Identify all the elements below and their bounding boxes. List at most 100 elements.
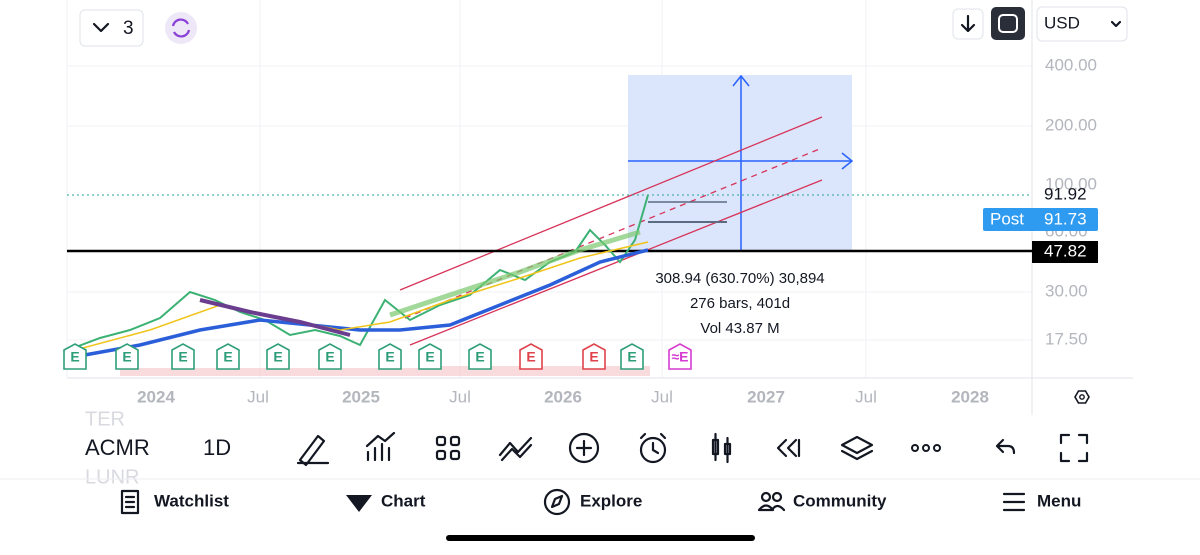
dropdown-icon xyxy=(1110,20,1122,28)
layout-tool[interactable] xyxy=(435,435,461,461)
fullscreen-tool[interactable] xyxy=(1059,433,1089,463)
earnings-badge xyxy=(620,343,644,370)
time-label: Jul xyxy=(651,387,673,406)
measure-arrow-head xyxy=(841,152,854,170)
moving-average xyxy=(67,241,649,353)
home-indicator xyxy=(446,535,755,541)
currency-select[interactable] xyxy=(1036,6,1128,42)
measure-line: 276 bars, 401d xyxy=(690,295,790,312)
earnings-badge xyxy=(519,343,543,370)
price-label: 100.00 xyxy=(1045,174,1097,193)
earnings-badge xyxy=(216,343,240,370)
line-price-badge xyxy=(1032,241,1098,263)
settings-button[interactable] xyxy=(1074,390,1090,404)
earnings-badge xyxy=(378,343,402,370)
measure-arrow-head xyxy=(732,74,750,87)
measure-box xyxy=(628,75,852,250)
time-label: 2026 xyxy=(544,387,582,406)
earnings-badge xyxy=(115,343,139,370)
price-label: 200.00 xyxy=(1045,115,1097,134)
grid xyxy=(66,0,1032,378)
volume xyxy=(120,366,650,376)
undo-tool[interactable] xyxy=(995,438,1016,455)
earnings-label: ≈E xyxy=(671,349,688,365)
price-label: 30.00 xyxy=(1045,281,1088,300)
watch-above: TER xyxy=(85,408,125,430)
nav-item[interactable]: Explore xyxy=(580,491,642,510)
earnings-label: E xyxy=(526,349,535,365)
alert-tool[interactable] xyxy=(639,432,667,464)
time-label: Jul xyxy=(855,387,877,406)
nav-item[interactable]: Menu xyxy=(1037,491,1081,510)
time-label: 2028 xyxy=(951,387,989,406)
drawing-tools xyxy=(296,431,1089,467)
earnings-label: E xyxy=(122,349,131,365)
line-price: 47.82 xyxy=(1044,241,1087,260)
last-price-label: 91.92 xyxy=(1044,184,1087,203)
nav-item[interactable]: Watchlist xyxy=(154,491,229,510)
earnings-label: E xyxy=(178,349,187,365)
add-tool[interactable] xyxy=(568,432,600,464)
chevron-icon xyxy=(92,22,110,33)
time-axis: 2024 Jul 2025 Jul 2026 Jul 2027 Jul 2028 xyxy=(137,387,989,406)
earnings-badge xyxy=(468,343,492,370)
candles-tool[interactable] xyxy=(711,432,732,464)
sync-button[interactable] xyxy=(165,12,197,44)
earnings-label: E xyxy=(589,349,598,365)
earnings-badge xyxy=(63,343,87,370)
down-arrow-icon xyxy=(960,14,976,33)
earnings-label: E xyxy=(273,349,282,365)
community-icon xyxy=(757,491,786,512)
channel xyxy=(399,116,823,346)
fullscreen-button[interactable] xyxy=(991,7,1025,40)
earnings-label: E xyxy=(223,349,232,365)
earnings-badge xyxy=(318,343,342,370)
ribbon xyxy=(389,229,641,318)
earnings-badge xyxy=(668,343,692,370)
nav-item[interactable]: Chart xyxy=(381,491,426,510)
earnings-badge xyxy=(582,343,606,370)
replay-tool[interactable] xyxy=(776,438,801,458)
time-label: Jul xyxy=(247,387,269,406)
explore-icon xyxy=(543,488,571,516)
measure-label: 308.94 (630.70%) 30,894 276 bars, 401d Vol… xyxy=(655,270,824,337)
layout-button[interactable] xyxy=(79,9,144,47)
settings-icon xyxy=(1079,394,1085,400)
interval[interactable]: 1D xyxy=(203,435,231,460)
price-path xyxy=(67,194,649,351)
nav-icons xyxy=(120,488,1026,516)
symbol[interactable]: ACMR xyxy=(85,435,150,460)
earnings-label: E xyxy=(627,349,636,365)
earnings-label: E xyxy=(475,349,484,365)
time-label: 2024 xyxy=(137,387,175,406)
more-tool[interactable] xyxy=(911,444,941,452)
earnings-label: E xyxy=(385,349,394,365)
post-badge xyxy=(983,208,1098,231)
watchlist-icon xyxy=(120,489,140,515)
price-label: 400.00 xyxy=(1045,55,1097,74)
objects-tool[interactable] xyxy=(840,435,874,461)
time-label: Jul xyxy=(449,387,471,406)
nav-item[interactable]: Community xyxy=(793,491,887,510)
brush-tool[interactable] xyxy=(296,434,330,467)
time-label: 2027 xyxy=(747,387,785,406)
earnings-badge xyxy=(266,343,290,370)
measure-line: 308.94 (630.70%) 30,894 xyxy=(655,270,824,287)
indicators-tool[interactable] xyxy=(365,431,396,462)
nav: Watchlist Chart Explore Community Menu xyxy=(154,491,1081,510)
earnings-markers: E E E E E E E E E E E E ≈E xyxy=(63,343,692,370)
earnings-label: E xyxy=(70,349,79,365)
earnings-label: E xyxy=(325,349,334,365)
post-price: 91.73 xyxy=(1044,209,1087,228)
ribbon xyxy=(199,298,351,337)
watch-below: LUNR xyxy=(85,466,139,488)
earnings-label: E xyxy=(425,349,434,365)
post-label: Post xyxy=(990,209,1024,228)
compare-tool[interactable] xyxy=(498,436,533,462)
earnings-badge xyxy=(418,343,442,370)
currency: USD xyxy=(1044,13,1080,32)
sync-icon xyxy=(171,18,191,38)
